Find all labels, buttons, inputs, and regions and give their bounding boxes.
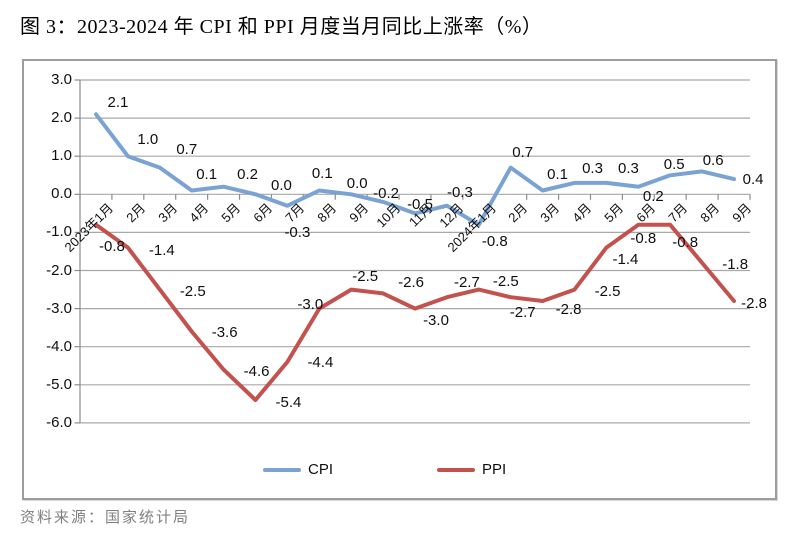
data-label-ppi: -2.7	[509, 304, 536, 322]
chart-title: 图 3：2023-2024 年 CPI 和 PPI 月度当月同比上涨率（%）	[20, 16, 543, 38]
y-tick-label: -5.0	[46, 375, 72, 393]
legend-item-cpi: CPI	[263, 461, 333, 478]
data-label-ppi: -2.5	[352, 267, 379, 285]
data-label-cpi: 2.1	[107, 94, 129, 112]
x-category-label: 9月	[346, 200, 372, 226]
data-label-ppi: -4.6	[243, 362, 270, 380]
legend-label-cpi: CPI	[308, 461, 334, 478]
data-label-ppi: -1.8	[722, 255, 749, 273]
x-category-label: 8月	[314, 200, 340, 226]
data-label-ppi: -2.8	[741, 294, 767, 312]
x-category-label: 3月	[537, 200, 563, 226]
legend-item-ppi: PPI	[437, 461, 506, 478]
data-label-ppi: -2.5	[594, 282, 621, 300]
data-label-ppi: -2.8	[555, 300, 582, 318]
data-label-cpi: -0.8	[481, 232, 508, 250]
y-tick-label: 2.0	[51, 109, 72, 127]
y-tick-label: -2.0	[46, 261, 72, 279]
y-tick-label: -4.0	[46, 337, 72, 355]
data-label-ppi: -2.5	[492, 272, 519, 290]
y-tick-label: 1.0	[51, 147, 72, 165]
data-label-cpi: 0.1	[196, 166, 218, 184]
data-label-cpi: 0.0	[271, 177, 292, 195]
data-label-cpi: 0.3	[582, 159, 603, 177]
data-label-cpi: -0.3	[446, 183, 473, 201]
data-label-cpi: 0.2	[237, 165, 258, 183]
x-category-label: 3月	[154, 200, 180, 226]
data-label-cpi: 1.0	[137, 131, 159, 149]
y-tick-label: -3.0	[46, 299, 72, 317]
data-label-cpi: 0.7	[176, 140, 198, 158]
data-label-cpi: 0.7	[512, 143, 534, 161]
data-label-ppi: -3.0	[297, 295, 324, 313]
data-label-cpi: 0.4	[742, 171, 764, 189]
source-note: 资料来源：国家统计局	[20, 510, 191, 526]
data-label-ppi: -4.4	[307, 353, 334, 371]
x-category-label: 7月	[282, 200, 308, 226]
y-tick-label: 0.0	[51, 185, 72, 203]
data-label-ppi: -5.4	[275, 394, 302, 412]
data-label-cpi: -0.3	[284, 223, 311, 241]
data-label-cpi: 0.6	[702, 152, 724, 170]
x-category-label: 2月	[122, 200, 148, 226]
data-label-cpi: 0.3	[617, 159, 639, 177]
legend-label-ppi: PPI	[482, 461, 507, 478]
x-category-label: 8月	[697, 200, 723, 226]
data-label-ppi: -0.8	[630, 229, 657, 247]
data-label-cpi: 0.5	[663, 156, 685, 174]
data-label-ppi: -2.7	[453, 274, 480, 292]
data-label-cpi: 0.2	[642, 187, 664, 205]
data-label-cpi: -0.5	[407, 196, 433, 214]
y-tick-label: -1.0	[46, 223, 72, 241]
x-category-label: 5月	[218, 200, 244, 226]
y-tick-label: 3.0	[51, 71, 72, 88]
x-category-label: 9月	[729, 200, 754, 226]
legend-swatch-ppi	[437, 467, 475, 472]
data-label-ppi: -2.5	[179, 282, 206, 300]
data-label-ppi: -0.8	[672, 233, 699, 251]
data-label-ppi: -1.4	[612, 250, 639, 268]
data-label-cpi: 0.0	[346, 175, 368, 193]
data-label-ppi: -1.4	[148, 241, 175, 259]
x-category-label: 4月	[569, 200, 595, 226]
data-label-ppi: -3.0	[423, 311, 449, 329]
y-tick-label: -6.0	[46, 413, 72, 431]
data-label-cpi: 0.1	[311, 165, 333, 183]
x-category-label: 2月	[505, 200, 531, 226]
data-label-ppi: -2.6	[398, 274, 425, 292]
x-category-label: 4月	[186, 200, 212, 226]
x-category-label: 6月	[250, 200, 276, 226]
legend-swatch-cpi	[263, 467, 301, 472]
data-label-ppi: -3.6	[211, 324, 238, 342]
data-label-cpi: 0.1	[547, 166, 569, 184]
data-label-cpi: -0.2	[373, 184, 400, 202]
data-label-ppi: -0.8	[99, 237, 125, 255]
